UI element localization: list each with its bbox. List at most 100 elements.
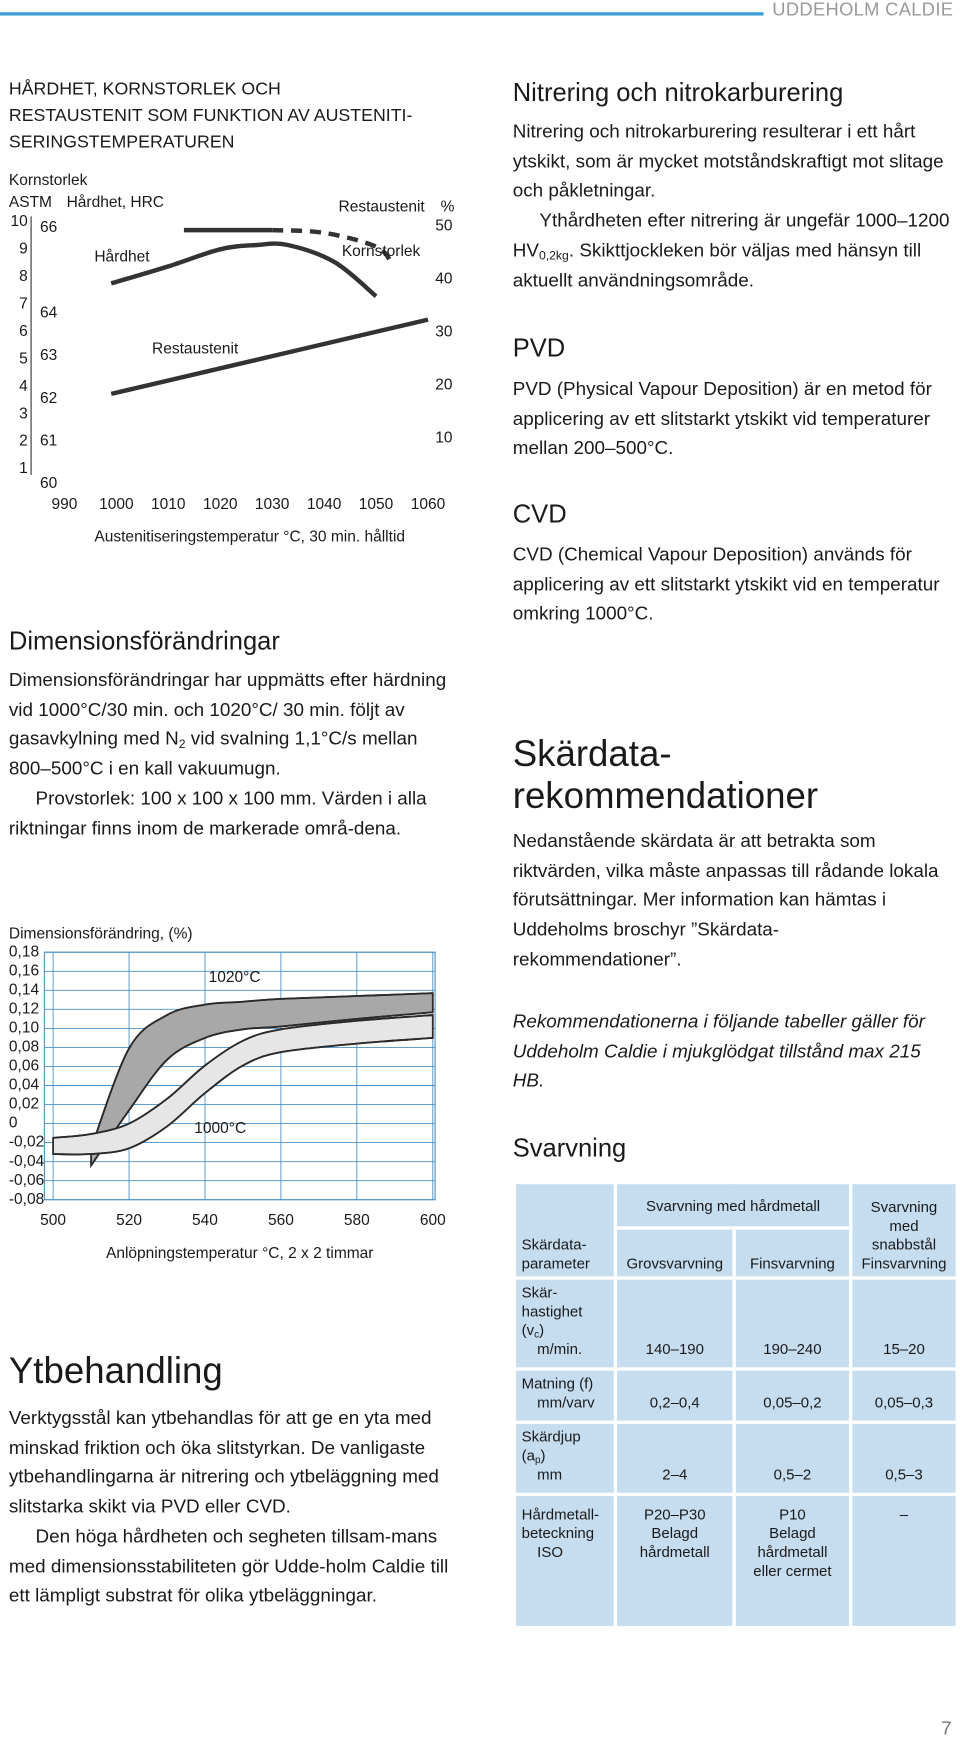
- text-run: Verktygsstål kan ytbehandlas för att ge …: [8, 1407, 439, 1518]
- band-upper: [90, 992, 433, 1149]
- text-run: ): [539, 1321, 545, 1339]
- paragraph: Dimensionsförändringar har uppmätts efte…: [9, 666, 447, 785]
- y-tick-label: 0,18: [9, 943, 39, 960]
- param-unit: m/min.: [537, 1340, 583, 1358]
- section-text: Nedanstående skärdata är att betrakta so…: [513, 827, 940, 975]
- value-cell: P20–P30 Belagd hårdmetall: [613, 1492, 736, 1630]
- subscript: c: [534, 1328, 540, 1340]
- page-number: 7: [941, 1718, 952, 1740]
- text-run: Nedanstående skärdata är att betrakta so…: [512, 830, 939, 970]
- subscript: p: [534, 1453, 541, 1465]
- series-line: [110, 241, 378, 298]
- text-run: Dimensionsförändringar har uppmätts efte…: [8, 669, 447, 750]
- charts: Kornstorlek ASTM Hårdhet, HRC Restausten…: [9, 172, 455, 1262]
- header-cell: Svarvning med hårdmetall: [613, 1180, 853, 1230]
- heading-line: rekommendationer: [512, 774, 819, 816]
- header-cell: Finsvarvning: [732, 1226, 853, 1280]
- y-tick-label: 60: [40, 475, 58, 492]
- text-run: ): [540, 1447, 546, 1464]
- y-tick-label: 4: [19, 378, 28, 395]
- y-tick-label: 20: [435, 377, 453, 394]
- section-heading: Ytbehandling: [8, 1349, 223, 1391]
- table-body: Skärdata-parameter Svarvning med hårdmet…: [512, 1180, 959, 1630]
- y-tick-label: 66: [40, 219, 57, 236]
- section-heading: Nitrering och nitrokarburering: [512, 77, 844, 107]
- table-row: Skärdjup (ap) mm 2–4 0,5–2 0,5–3: [512, 1420, 959, 1497]
- text-run: Matning (f): [521, 1375, 594, 1392]
- text-run: CVD (Chemical Vapour Deposition) används…: [512, 543, 940, 625]
- value-line: Belagd: [769, 1524, 816, 1542]
- y-tick-label: 0: [9, 1115, 18, 1132]
- y-tick-label: -0,06: [9, 1172, 44, 1189]
- table-row: Hårdmetall-beteckning ISO P20–P30 Belagd hår…: [512, 1492, 959, 1630]
- value-line: eller cermet: [753, 1562, 832, 1580]
- text-run: Hårdmetall-beteckning: [521, 1506, 600, 1542]
- section-heading: CVD: [512, 499, 567, 529]
- y-tick-label: 1: [19, 460, 28, 477]
- band-lower: [90, 1011, 433, 1166]
- value-cell: 0,05–0,2: [732, 1367, 853, 1424]
- paragraph: PVD (Physical Vapour Deposition) är en m…: [513, 375, 946, 464]
- table-header-row: Grovsvarvning Finsvarvning: [514, 1226, 957, 1280]
- value-cell: 0,5–3: [849, 1420, 959, 1497]
- subscript: 2: [178, 738, 186, 752]
- value-cell: 2–4: [613, 1420, 736, 1497]
- y-tick-label: 0,04: [9, 1077, 40, 1094]
- text-run: Skär-hastighet (v: [521, 1284, 583, 1339]
- y-tick-label: 0,10: [9, 1019, 40, 1036]
- x-tick-label: 1030: [255, 496, 290, 513]
- y-tick-label: 0,16: [9, 962, 39, 979]
- section-text: Nitrering och nitrokarburering resultera…: [513, 118, 957, 296]
- table-row: Matning (f) mm/varv 0,2–0,4 0,05–0,2 0,05–0,…: [512, 1367, 959, 1424]
- y-tick-label: 8: [19, 268, 28, 285]
- param-cell: Hårdmetall-beteckning ISO: [512, 1492, 618, 1630]
- y-tick-label: -0,04: [9, 1153, 45, 1170]
- y2-axis-label: Restaustenit: [338, 199, 425, 216]
- x-tick-label: 500: [40, 1212, 66, 1229]
- y-tick-label: 62: [40, 390, 57, 407]
- y-axis-label: Kornstorlek: [9, 172, 88, 189]
- y-tick-label: 5: [19, 350, 28, 367]
- x-tick-label: 1040: [307, 496, 342, 513]
- header-column: Finsvarvning: [861, 1255, 947, 1272]
- series-line: [110, 317, 429, 397]
- table-row: Skär-hastighet (vc) m/min. 140–190 190–240 1…: [512, 1276, 959, 1371]
- param-label: Skärdjup (ap): [522, 1427, 609, 1465]
- paragraph: Provstorlek: 100 x 100 x 100 mm. Värden …: [9, 784, 447, 843]
- y-tick-label: 0,08: [9, 1039, 39, 1056]
- param-cell: Skärdjup (ap) mm: [512, 1420, 618, 1497]
- value-cell: –: [849, 1492, 959, 1630]
- y-tick-label: 0,12: [9, 1000, 39, 1017]
- param-unit: ISO: [537, 1543, 563, 1561]
- paragraph: Nedanstående skärdata är att betrakta so…: [513, 827, 940, 975]
- subscript: 0,2kg: [538, 249, 569, 263]
- x-tick-label: 1000: [99, 496, 134, 513]
- value-cell: 0,05–0,3: [849, 1367, 959, 1424]
- series-label: 1000°C: [194, 1120, 246, 1137]
- value-line: P20–P30: [643, 1506, 706, 1523]
- chart-title-line: HÅRDHET, KORNSTORLEK OCH: [8, 79, 281, 99]
- x-axis-label: Austenitiseringstemperatur °C, 30 min. h…: [94, 528, 405, 545]
- param-unit: mm/varv: [537, 1393, 595, 1411]
- x-tick-label: 1010: [151, 496, 186, 513]
- series-line-dashed: [272, 227, 394, 265]
- y-tick-label: 7: [19, 295, 28, 312]
- section-heading: PVD: [512, 332, 566, 362]
- band-lower: [53, 1037, 433, 1156]
- value-line: Belagd: [651, 1524, 699, 1542]
- text-run: Provstorlek: 100 x 100 x 100 mm. Värden …: [8, 787, 427, 839]
- param-unit: mm: [537, 1466, 563, 1483]
- param-label: Matning (f): [522, 1374, 609, 1393]
- value-cell: 140–190: [613, 1276, 736, 1371]
- y-tick-label: 10: [435, 430, 453, 447]
- header-group: Svarvning med snabbstål: [870, 1198, 938, 1253]
- paragraph: Nitrering och nitrokarburering resultera…: [513, 118, 957, 207]
- y-tick-label: 64: [40, 304, 58, 321]
- param-label: Skär-hastighet (vc): [522, 1283, 609, 1340]
- chart-title: HÅRDHET, KORNSTORLEK OCH RESTAUSTENIT SO…: [9, 77, 413, 157]
- text-run: Nitrering och nitrokarburering resultera…: [512, 120, 944, 202]
- y-tick-label: 9: [19, 240, 28, 257]
- header-rule: [0, 12, 764, 16]
- value-line: hårdmetall: [757, 1543, 828, 1561]
- y-tick-label: 30: [435, 323, 453, 340]
